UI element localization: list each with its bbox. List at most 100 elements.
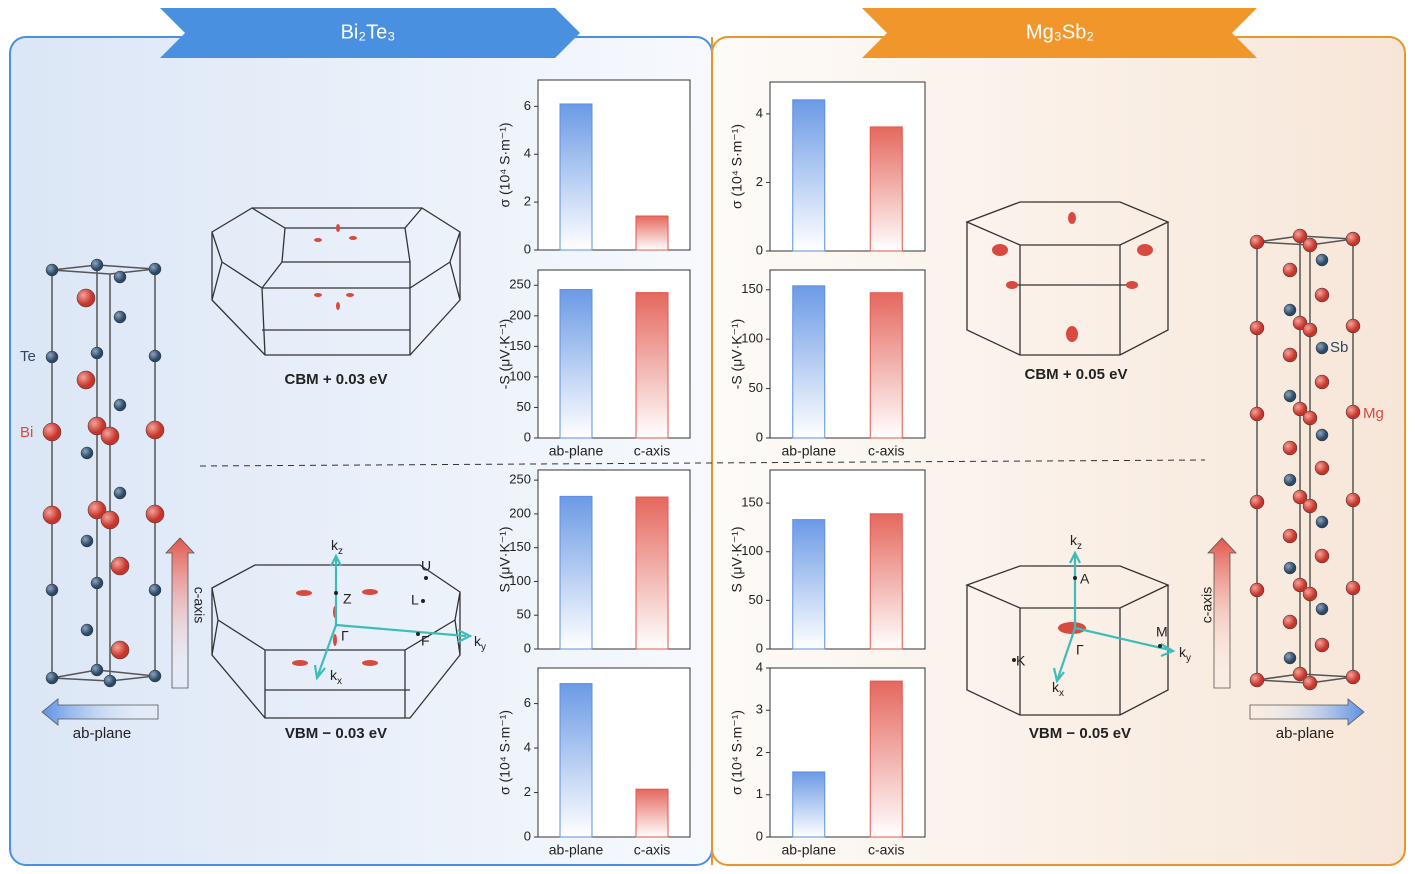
y-tick-label: 50 (749, 592, 763, 607)
atom (1250, 495, 1264, 509)
atom (1283, 615, 1297, 629)
y-tick-label: 0 (524, 241, 531, 256)
k-sub: x (1059, 688, 1064, 699)
bar (870, 127, 902, 251)
y-tick-label: 3 (756, 702, 763, 717)
bar (793, 286, 825, 438)
axis-label: ab-plane (73, 725, 131, 742)
atom (77, 371, 95, 389)
atom (1316, 342, 1328, 354)
k-sub: z (338, 546, 343, 557)
y-tick-label: 1 (756, 786, 763, 801)
figure: Bi₂Te₃ Mg₃Sb₂ Te Bi c-axis ab-plane CBM … (0, 0, 1415, 869)
vbm-label: VBM − 0.05 eV (1029, 725, 1131, 742)
atom (1284, 304, 1296, 316)
bar (793, 772, 825, 837)
atom (104, 675, 116, 687)
y-tick-label: 50 (749, 380, 763, 395)
atom (46, 672, 58, 684)
atom (114, 311, 126, 323)
atom (1316, 429, 1328, 441)
y-axis-label: S (μV·K⁻¹) (497, 526, 513, 592)
y-tick-label: 2 (756, 744, 763, 759)
atom (1284, 652, 1296, 664)
y-axis-label: σ (10⁴ S·m⁻¹) (729, 124, 745, 209)
atom (91, 259, 103, 271)
panels: Bi₂Te₃ Mg₃Sb₂ (10, 8, 1405, 865)
atom (1316, 603, 1328, 615)
y-tick-label: 50 (517, 399, 531, 414)
x-tick-label: c-axis (868, 443, 905, 459)
atom (149, 584, 161, 596)
atom (43, 506, 61, 524)
y-tick-label: 150 (741, 495, 763, 510)
y-tick-label: 6 (524, 695, 531, 710)
y-tick-label: 0 (524, 828, 531, 843)
atom (146, 421, 164, 439)
x-tick-label: c-axis (634, 443, 671, 459)
y-axis-label: σ (10⁴ S·m⁻¹) (497, 710, 513, 795)
y-tick-label: 4 (524, 146, 531, 161)
bar (636, 789, 668, 837)
bz-point: K (1016, 653, 1026, 669)
bar (560, 290, 592, 438)
y-tick-label: 0 (756, 828, 763, 843)
y-tick-label: 50 (517, 607, 531, 622)
atom (114, 487, 126, 499)
atom (43, 423, 61, 441)
atom (146, 505, 164, 523)
atom (114, 399, 126, 411)
bz-point: Z (343, 591, 352, 607)
atom (1283, 263, 1297, 277)
bar (793, 100, 825, 251)
atom-label: Mg (1363, 405, 1384, 422)
k-sub: x (337, 676, 342, 687)
atom (1316, 254, 1328, 266)
atom (91, 577, 103, 589)
bz-point: Γ (1076, 642, 1084, 658)
atom (1250, 235, 1264, 249)
atom (46, 584, 58, 596)
atom (1346, 581, 1360, 595)
atom (1250, 673, 1264, 687)
atom (1303, 323, 1317, 337)
atom (149, 670, 161, 682)
cbm-label: CBM + 0.03 eV (285, 371, 388, 388)
y-tick-label: 0 (756, 242, 763, 257)
bz-point: F (421, 633, 430, 649)
axis-label: c-axis (191, 587, 207, 624)
atom (149, 263, 161, 275)
atom (1316, 516, 1328, 528)
y-tick-label: 0 (756, 640, 763, 655)
x-tick-label: ab-plane (782, 443, 837, 459)
atom (1346, 493, 1360, 507)
atom (46, 264, 58, 276)
atom (1315, 638, 1329, 652)
atom (1250, 583, 1264, 597)
bar (870, 514, 902, 649)
atom (1283, 529, 1297, 543)
atom (1315, 461, 1329, 475)
x-tick-label: c-axis (868, 842, 905, 858)
y-tick-label: 250 (509, 277, 531, 292)
atom (1346, 319, 1360, 333)
bar (636, 497, 668, 649)
atom (91, 347, 103, 359)
atom (1303, 411, 1317, 425)
k-sub: z (1077, 541, 1082, 552)
bz-point: M (1156, 624, 1168, 640)
atom (1315, 288, 1329, 302)
bz-point: U (421, 558, 431, 574)
y-tick-label: 4 (756, 659, 763, 674)
y-tick-label: 200 (509, 505, 531, 520)
atom (1303, 499, 1317, 513)
atom (1346, 232, 1360, 246)
y-tick-label: 0 (524, 640, 531, 655)
y-axis-label: σ (10⁴ S·m⁻¹) (729, 710, 745, 795)
axis-label: c-axis (1199, 587, 1215, 624)
bar (560, 684, 592, 837)
bar (636, 216, 668, 250)
y-tick-label: 0 (524, 429, 531, 444)
atom (1303, 676, 1317, 690)
atom (81, 447, 93, 459)
